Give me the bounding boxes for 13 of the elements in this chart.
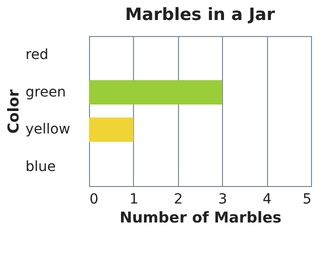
x-tick-label: 5: [302, 192, 312, 208]
x-tick-label: 1: [129, 192, 138, 208]
y-tick-label: yellow: [26, 122, 70, 138]
y-tick-label: red: [26, 46, 48, 63]
x-axis-title: Number of Marbles: [120, 208, 282, 226]
x-tick-label: 4: [262, 192, 272, 208]
y-axis-title: Color: [4, 88, 22, 134]
chart-title: Marbles in a Jar: [125, 5, 276, 25]
y-tick-label: green: [26, 84, 66, 100]
y-tick-label: blue: [26, 159, 56, 176]
x-tick-label: 2: [174, 192, 183, 208]
x-tick-label: 3: [218, 192, 228, 208]
x-tick-label: 0: [90, 192, 98, 208]
